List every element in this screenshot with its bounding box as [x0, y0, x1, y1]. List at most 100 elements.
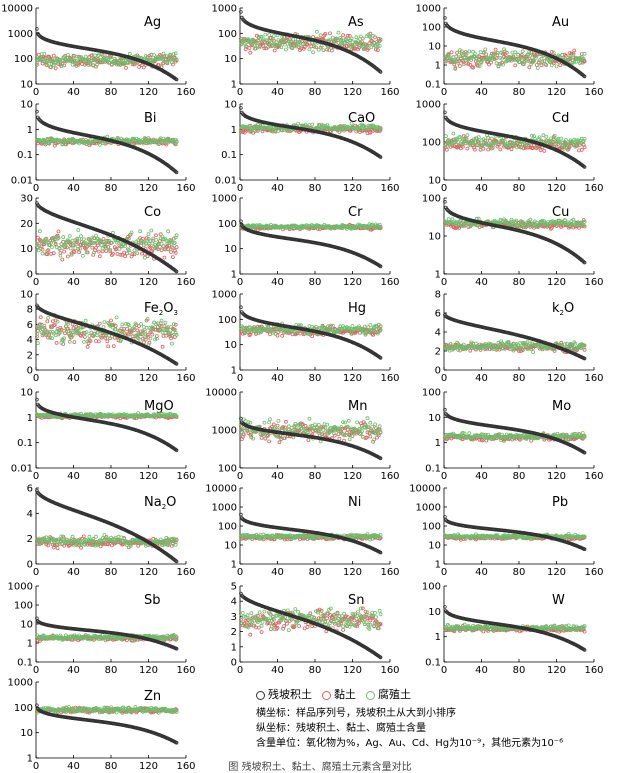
data-point [82, 340, 85, 343]
data-point [445, 148, 448, 151]
panel-title: Fe2O3 [144, 301, 178, 317]
data-point [136, 252, 139, 255]
y-tick-label: 0.01 [11, 175, 33, 186]
y-tick-label: 1000 [416, 4, 441, 15]
x-tick-label: 80 [105, 277, 118, 288]
x-tick-label: 120 [139, 183, 158, 194]
data-point [39, 316, 42, 319]
y-tick-label: 10 [428, 232, 441, 243]
x-tick-label: 80 [513, 87, 526, 98]
x-tick-label: 80 [105, 87, 118, 98]
y-tick-label: 2 [27, 350, 33, 361]
y-tick-label: 4 [27, 335, 33, 346]
panel-title: Cu [552, 205, 569, 220]
data-point [468, 50, 471, 53]
data-point [272, 35, 275, 38]
data-point [160, 319, 163, 322]
data-point [322, 49, 325, 52]
data-point [68, 235, 71, 238]
data-point [376, 49, 379, 52]
data-point [41, 252, 44, 255]
data-point [83, 336, 86, 339]
data-point [175, 246, 178, 249]
x-tick-label: 160 [176, 277, 195, 288]
x-tick-label: 40 [271, 373, 284, 384]
data-point [84, 319, 87, 322]
data-point [528, 66, 531, 69]
y-tick-label: 10 [224, 340, 237, 351]
data-point [550, 64, 553, 67]
data-point [268, 34, 271, 37]
data-point [155, 238, 158, 241]
y-tick-label: 100 [218, 29, 237, 40]
data-point [61, 258, 64, 261]
y-tick-label: 10000 [1, 4, 33, 15]
data-point [103, 321, 106, 324]
x-tick-label: 80 [105, 373, 118, 384]
data-point [458, 65, 461, 68]
x-tick-label: 40 [475, 87, 488, 98]
y-tick-label: 0.1 [425, 79, 441, 90]
data-point [98, 255, 101, 258]
y-tick-label: 100 [422, 23, 441, 34]
data-point [484, 48, 487, 51]
x-tick-label: 120 [547, 277, 566, 288]
panel-title: Cd [552, 111, 569, 126]
data-point [88, 335, 91, 338]
data-point [331, 324, 334, 327]
data-point [47, 316, 50, 319]
data-point [452, 132, 455, 135]
x-tick-label: 80 [309, 373, 322, 384]
data-point [125, 66, 128, 69]
y-tick-label: 10 [428, 42, 441, 53]
x-tick-label: 120 [547, 87, 566, 98]
data-point [482, 147, 485, 150]
x-tick-label: 80 [105, 183, 118, 194]
x-tick-label: 160 [176, 183, 195, 194]
data-point [517, 53, 520, 56]
x-tick-label: 160 [584, 87, 603, 98]
x-tick-label: 120 [343, 277, 362, 288]
x-tick-label: 40 [67, 373, 80, 384]
data-point [281, 334, 284, 337]
y-tick-label: 1 [231, 79, 237, 90]
y-tick-label: 1 [231, 125, 237, 136]
panel-title: As [348, 15, 364, 30]
data-point [153, 321, 156, 324]
panel-title: Hg [348, 301, 366, 316]
y-tick-label: 1000 [416, 100, 441, 111]
y-tick-label: 10 [224, 54, 237, 65]
x-tick-label: 120 [139, 373, 158, 384]
x-tick-label: 80 [309, 87, 322, 98]
data-point [110, 319, 113, 322]
data-point [74, 247, 77, 250]
y-tick-label: 10 [20, 79, 33, 90]
y-tick-label: 8 [27, 305, 33, 316]
x-tick-label: 80 [309, 183, 322, 194]
data-point [112, 345, 115, 348]
data-point [171, 256, 174, 259]
x-tick-label: 0 [237, 87, 243, 98]
data-point [69, 247, 72, 250]
x-tick-label: 80 [513, 277, 526, 288]
data-point [106, 340, 109, 343]
data-point [521, 50, 524, 53]
panel-title: Au [552, 15, 569, 30]
y-tick-label: 1 [231, 365, 237, 376]
data-point [97, 250, 100, 253]
data-point [36, 342, 39, 345]
x-tick-label: 120 [139, 87, 158, 98]
x-tick-label: 160 [176, 373, 195, 384]
data-point [82, 238, 85, 241]
data-point [138, 66, 141, 69]
x-tick-label: 0 [237, 183, 243, 194]
x-tick-label: 0 [33, 183, 39, 194]
y-tick-label: 10 [224, 244, 237, 255]
data-point [38, 230, 41, 233]
data-point [167, 230, 170, 233]
data-point [66, 255, 69, 258]
